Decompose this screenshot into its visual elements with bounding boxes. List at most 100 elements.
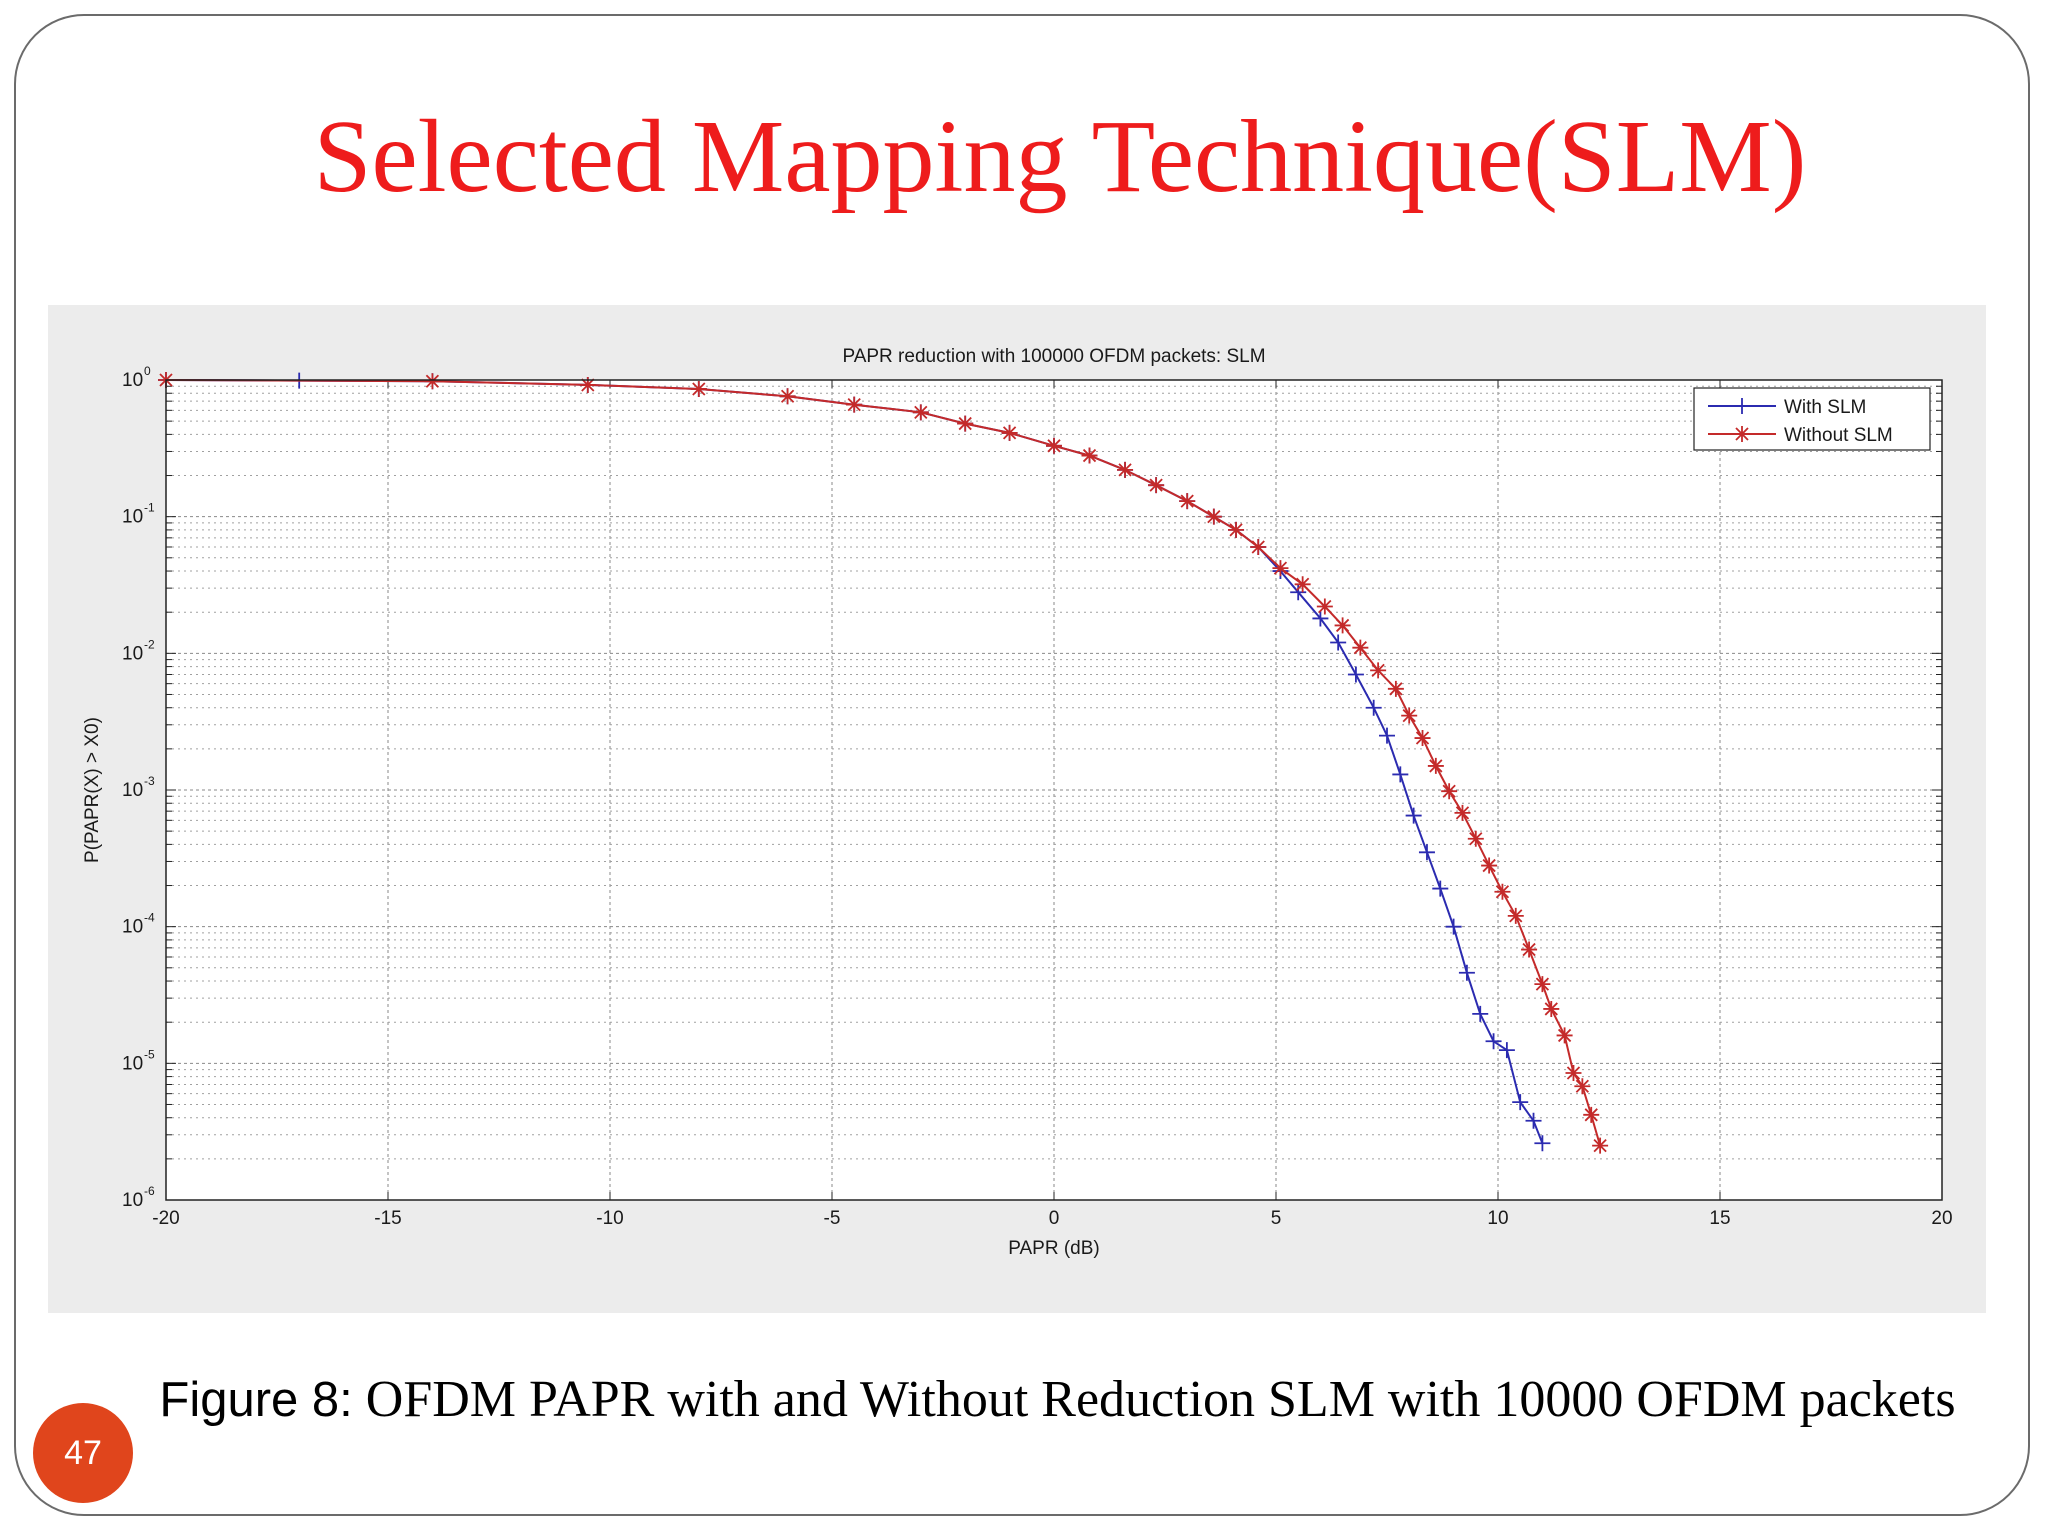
data-point-with-slm: [1445, 918, 1462, 935]
data-point-without-slm: [1441, 783, 1458, 800]
x-tick-label: 15: [1709, 1208, 1730, 1229]
data-point-without-slm: [1370, 662, 1387, 679]
figure-caption: Figure 8: OFDM PAPR with and Without Red…: [150, 1365, 1965, 1435]
data-point-without-slm: [1454, 804, 1471, 821]
y-axis-label: P(PAPR(X) > X0): [82, 717, 103, 863]
data-point-with-slm: [1405, 807, 1422, 824]
legend-label-with-slm: With SLM: [1784, 397, 1866, 418]
data-point-without-slm: [1556, 1027, 1573, 1044]
data-point-with-slm: [1347, 666, 1364, 683]
data-point-without-slm: [424, 373, 441, 390]
chart-panel: -20 -15 -10 -5 0 5 10 15 20 10 0 10 -1 10 -2 10 -3 10 -4 10…: [48, 305, 1986, 1313]
x-tick-label: 20: [1931, 1208, 1952, 1229]
legend-marker-with-slm: [1734, 398, 1750, 414]
data-point-without-slm: [846, 396, 863, 413]
data-point-with-slm: [1512, 1094, 1529, 1111]
y-tick-exponent: -3: [144, 774, 155, 788]
data-point-without-slm: [1272, 560, 1289, 577]
y-tick-label: 10: [122, 1190, 143, 1211]
data-point-without-slm: [579, 376, 596, 393]
data-point-with-slm: [1365, 699, 1382, 716]
y-tick-label: 10: [122, 917, 143, 938]
caption-text: OFDM PAPR with and Without Reduction SLM…: [352, 1371, 1956, 1428]
legend-label-without-slm: Without SLM: [1784, 425, 1893, 446]
data-point-without-slm: [1534, 976, 1551, 993]
data-point-without-slm: [957, 415, 974, 432]
x-tick-label: 0: [1049, 1208, 1060, 1229]
y-tick-label: 10: [122, 1053, 143, 1074]
data-point-with-slm: [1392, 766, 1409, 783]
data-point-without-slm: [1401, 707, 1418, 724]
data-point-without-slm: [1148, 477, 1165, 494]
data-point-without-slm: [1046, 437, 1062, 454]
data-point-without-slm: [1565, 1064, 1582, 1081]
y-tick-exponent: -6: [144, 1184, 155, 1198]
data-point-without-slm: [1507, 907, 1524, 924]
x-tick-label: -5: [824, 1208, 841, 1229]
data-point-without-slm: [1521, 941, 1538, 958]
y-tick-label: 10: [122, 370, 143, 391]
x-tick-label: -20: [152, 1208, 179, 1229]
slide-title: Selected Mapping Technique(SLM): [313, 99, 1807, 214]
data-point-with-slm: [1432, 880, 1449, 897]
data-point-with-slm: [1312, 610, 1329, 627]
data-point-with-slm: [1418, 844, 1435, 861]
x-tick-label: -10: [596, 1208, 623, 1229]
data-point-with-slm: [1330, 634, 1347, 651]
data-point-without-slm: [1481, 857, 1498, 874]
legend-marker-without-slm: [1734, 426, 1750, 442]
caption-prefix: Figure 8:: [159, 1373, 353, 1427]
data-point-with-slm: [1525, 1112, 1542, 1129]
data-point-without-slm: [1228, 521, 1245, 538]
y-tick-exponent: -1: [144, 501, 155, 515]
y-tick-exponent: -2: [144, 637, 155, 651]
data-point-with-slm: [1458, 964, 1475, 981]
plot-border: [165, 379, 1943, 1201]
data-point-with-slm: [1485, 1033, 1502, 1050]
data-point-with-slm: [1472, 1005, 1489, 1022]
y-tick-exponent: 0: [144, 364, 151, 378]
data-point-with-slm: [1534, 1135, 1551, 1152]
data-point-without-slm: [1250, 538, 1267, 555]
data-point-without-slm: [1494, 883, 1511, 900]
data-point-without-slm: [1334, 617, 1351, 634]
data-point-without-slm: [1414, 730, 1431, 747]
data-point-without-slm: [1081, 447, 1098, 464]
legend-box: [1693, 387, 1931, 451]
page-number-badge: 47: [33, 1403, 133, 1503]
chart-title: PAPR reduction with 100000 OFDM packets:…: [842, 346, 1265, 367]
data-point-without-slm: [1316, 598, 1333, 615]
x-axis-label: PAPR (dB): [1008, 1238, 1100, 1259]
data-point-without-slm: [1205, 508, 1222, 525]
data-point-with-slm: [1379, 727, 1395, 744]
data-point-without-slm: [1117, 461, 1134, 478]
data-point-without-slm: [1387, 680, 1404, 697]
data-point-without-slm: [1001, 424, 1018, 441]
data-point-without-slm: [1543, 1000, 1560, 1017]
series-layer: [158, 372, 1609, 1154]
data-point-without-slm: [1179, 493, 1196, 510]
data-point-without-slm: [1352, 639, 1369, 656]
data-point-without-slm: [690, 380, 707, 397]
y-tick-label: 10: [122, 507, 143, 528]
data-point-without-slm: [1427, 757, 1444, 774]
data-point-without-slm: [912, 404, 929, 421]
y-tick-exponent: -4: [144, 911, 155, 925]
x-tick-label: 10: [1487, 1208, 1508, 1229]
data-point-without-slm: [1592, 1137, 1609, 1154]
x-tick-label: 5: [1271, 1208, 1282, 1229]
data-point-without-slm: [1467, 830, 1484, 847]
data-point-without-slm: [1574, 1078, 1591, 1095]
data-point-with-slm: [1498, 1042, 1515, 1059]
y-tick-exponent: -5: [144, 1047, 155, 1061]
data-point-without-slm: [1294, 576, 1311, 593]
data-point-without-slm: [779, 388, 796, 405]
chart-legend: With SLM Without SLM: [1693, 387, 1931, 451]
y-tick-label: 10: [122, 780, 143, 801]
series-without-slm: [158, 372, 1609, 1154]
x-tick-label: -15: [374, 1208, 401, 1229]
data-point-without-slm: [1583, 1106, 1600, 1123]
y-tick-label: 10: [122, 643, 143, 664]
